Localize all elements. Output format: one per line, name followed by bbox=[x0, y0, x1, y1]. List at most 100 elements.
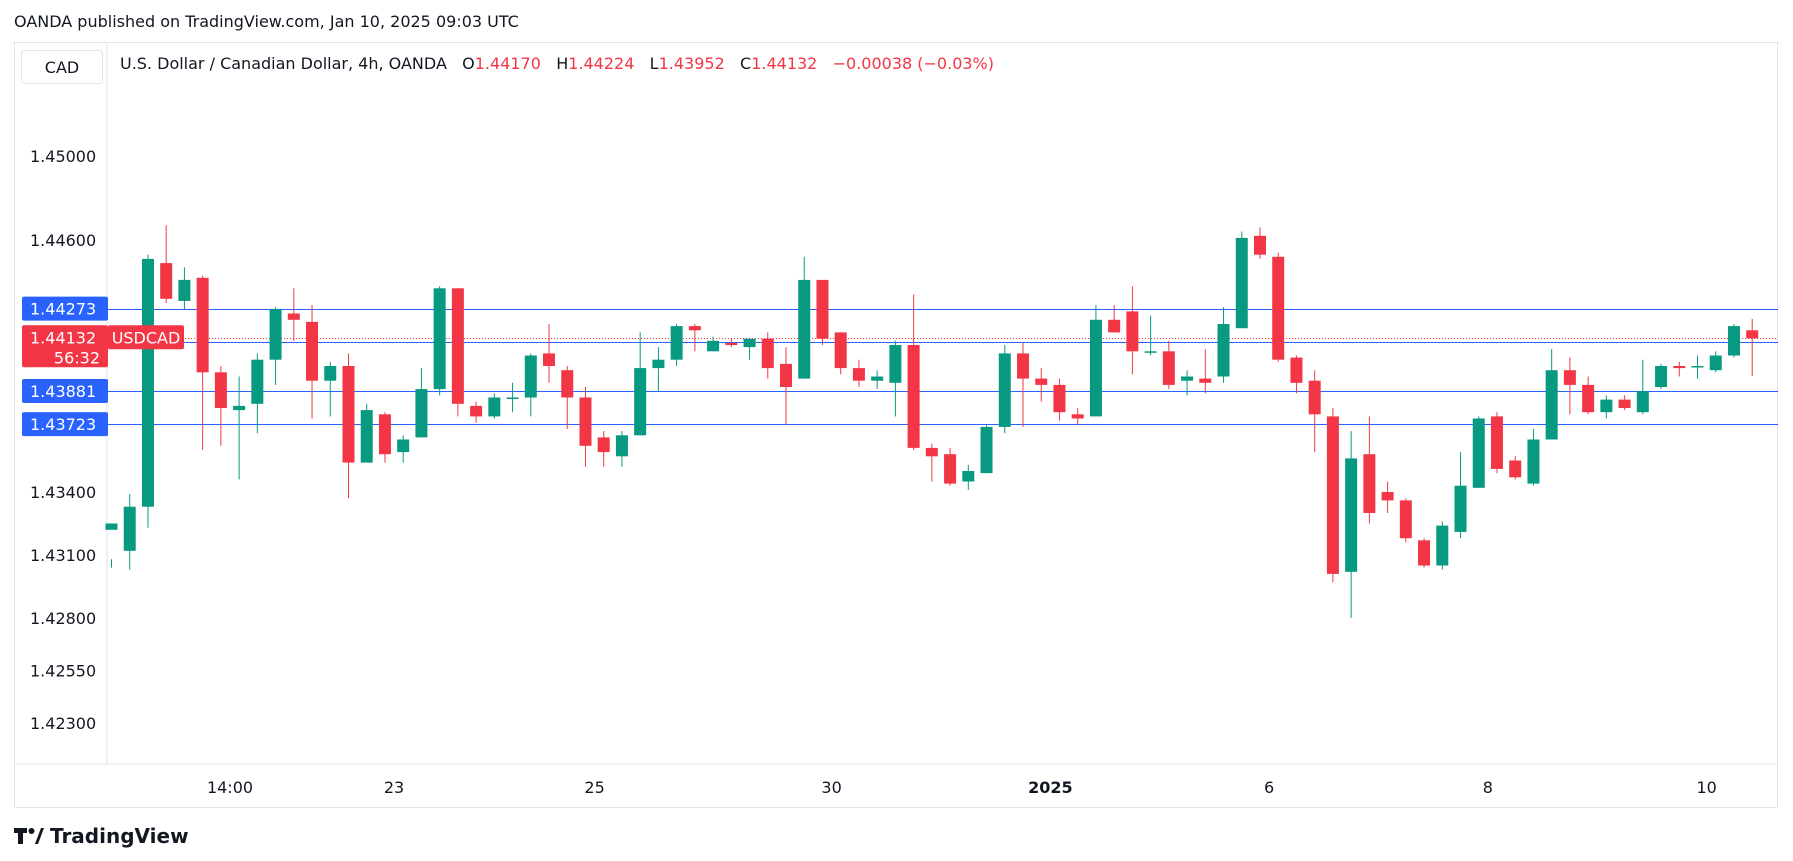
candle[interactable] bbox=[269, 307, 282, 385]
candle[interactable] bbox=[725, 338, 738, 348]
candle[interactable] bbox=[360, 403, 373, 463]
candle[interactable] bbox=[907, 294, 920, 450]
symbol-legend[interactable]: U.S. Dollar / Canadian Dollar, 4h, OANDA… bbox=[120, 54, 994, 73]
candle[interactable] bbox=[1363, 416, 1376, 524]
candle[interactable] bbox=[670, 324, 683, 366]
candle[interactable] bbox=[798, 256, 811, 379]
candle[interactable] bbox=[1527, 429, 1540, 486]
candle[interactable] bbox=[1053, 378, 1066, 421]
candle[interactable] bbox=[488, 393, 501, 419]
candle[interactable] bbox=[1253, 227, 1266, 259]
candle[interactable] bbox=[1545, 349, 1558, 440]
candle[interactable] bbox=[1436, 521, 1449, 570]
candle[interactable] bbox=[1727, 324, 1740, 358]
candle[interactable] bbox=[1217, 307, 1230, 383]
candle[interactable] bbox=[160, 225, 173, 303]
candle[interactable] bbox=[543, 324, 556, 383]
candle[interactable] bbox=[105, 523, 118, 568]
candle[interactable] bbox=[944, 447, 957, 486]
candle[interactable] bbox=[470, 401, 483, 423]
candle[interactable] bbox=[998, 345, 1011, 434]
candle[interactable] bbox=[1746, 318, 1759, 377]
candle[interactable] bbox=[1509, 456, 1522, 480]
candle[interactable] bbox=[451, 288, 464, 417]
candle[interactable] bbox=[688, 324, 701, 352]
candle[interactable] bbox=[780, 347, 793, 425]
candle[interactable] bbox=[1709, 351, 1722, 373]
candle[interactable] bbox=[433, 286, 446, 396]
candle[interactable] bbox=[306, 305, 319, 419]
candle[interactable] bbox=[324, 361, 337, 417]
candle[interactable] bbox=[834, 332, 847, 375]
candle[interactable] bbox=[962, 464, 975, 490]
candle[interactable] bbox=[1691, 355, 1704, 379]
candle[interactable] bbox=[123, 494, 136, 570]
candle[interactable] bbox=[1235, 231, 1248, 329]
candle[interactable] bbox=[871, 370, 884, 390]
candle[interactable] bbox=[980, 424, 993, 474]
candle[interactable] bbox=[1308, 370, 1321, 453]
candle[interactable] bbox=[889, 340, 902, 417]
candle[interactable] bbox=[1181, 370, 1194, 396]
currency-selector[interactable]: CAD bbox=[21, 50, 103, 84]
candle[interactable] bbox=[634, 332, 647, 436]
candle[interactable] bbox=[524, 353, 537, 417]
candle[interactable] bbox=[178, 267, 191, 310]
candle[interactable] bbox=[506, 382, 519, 413]
candle[interactable] bbox=[1582, 376, 1595, 415]
candle[interactable] bbox=[1017, 342, 1029, 427]
candle[interactable] bbox=[1636, 359, 1649, 415]
candle[interactable] bbox=[1144, 315, 1157, 356]
candle[interactable] bbox=[1618, 395, 1631, 411]
candle-body bbox=[944, 454, 957, 484]
candle[interactable] bbox=[816, 279, 829, 345]
candle[interactable] bbox=[1035, 368, 1048, 402]
candle[interactable] bbox=[1418, 538, 1431, 568]
candle[interactable] bbox=[1381, 481, 1394, 514]
candle[interactable] bbox=[1472, 416, 1485, 488]
candle[interactable] bbox=[925, 443, 938, 482]
candle[interactable] bbox=[579, 387, 592, 467]
level-price-tag[interactable]: 1.43723 bbox=[22, 412, 108, 437]
candle[interactable] bbox=[615, 431, 628, 467]
candle[interactable] bbox=[597, 431, 610, 467]
candle[interactable] bbox=[1490, 412, 1503, 474]
candle[interactable] bbox=[1272, 252, 1285, 362]
level-price-tag[interactable]: 1.43881 bbox=[22, 378, 108, 403]
candle[interactable] bbox=[561, 366, 574, 429]
candle[interactable] bbox=[1563, 357, 1576, 415]
candle[interactable] bbox=[1673, 361, 1686, 377]
candle[interactable] bbox=[1126, 286, 1139, 375]
candle[interactable] bbox=[251, 353, 264, 434]
candle[interactable] bbox=[1108, 305, 1121, 333]
level-price-tag[interactable]: 1.44273 bbox=[22, 296, 108, 321]
candle[interactable] bbox=[415, 368, 428, 438]
candle[interactable] bbox=[1655, 363, 1668, 390]
candle[interactable] bbox=[1199, 349, 1212, 394]
candle[interactable] bbox=[1454, 452, 1467, 539]
candle[interactable] bbox=[652, 347, 665, 392]
tradingview-branding[interactable]: TradingView bbox=[14, 824, 189, 848]
candle[interactable] bbox=[1345, 431, 1358, 618]
candle[interactable] bbox=[743, 338, 756, 360]
candle[interactable] bbox=[397, 435, 410, 463]
candle[interactable] bbox=[1399, 498, 1412, 543]
candle[interactable] bbox=[1071, 408, 1084, 425]
candle[interactable] bbox=[141, 254, 154, 528]
candle[interactable] bbox=[342, 353, 355, 499]
candle[interactable] bbox=[1089, 305, 1102, 417]
candle[interactable] bbox=[1290, 355, 1303, 394]
candle[interactable] bbox=[707, 336, 720, 352]
candle[interactable] bbox=[214, 366, 227, 446]
candle[interactable] bbox=[1600, 395, 1613, 419]
candle[interactable] bbox=[287, 288, 300, 341]
candle[interactable] bbox=[378, 412, 391, 463]
candle[interactable] bbox=[233, 376, 246, 480]
candle[interactable] bbox=[852, 359, 865, 387]
candle[interactable] bbox=[761, 332, 774, 379]
candle[interactable] bbox=[1326, 408, 1339, 583]
candle[interactable] bbox=[196, 275, 209, 450]
candle[interactable] bbox=[1162, 340, 1175, 390]
